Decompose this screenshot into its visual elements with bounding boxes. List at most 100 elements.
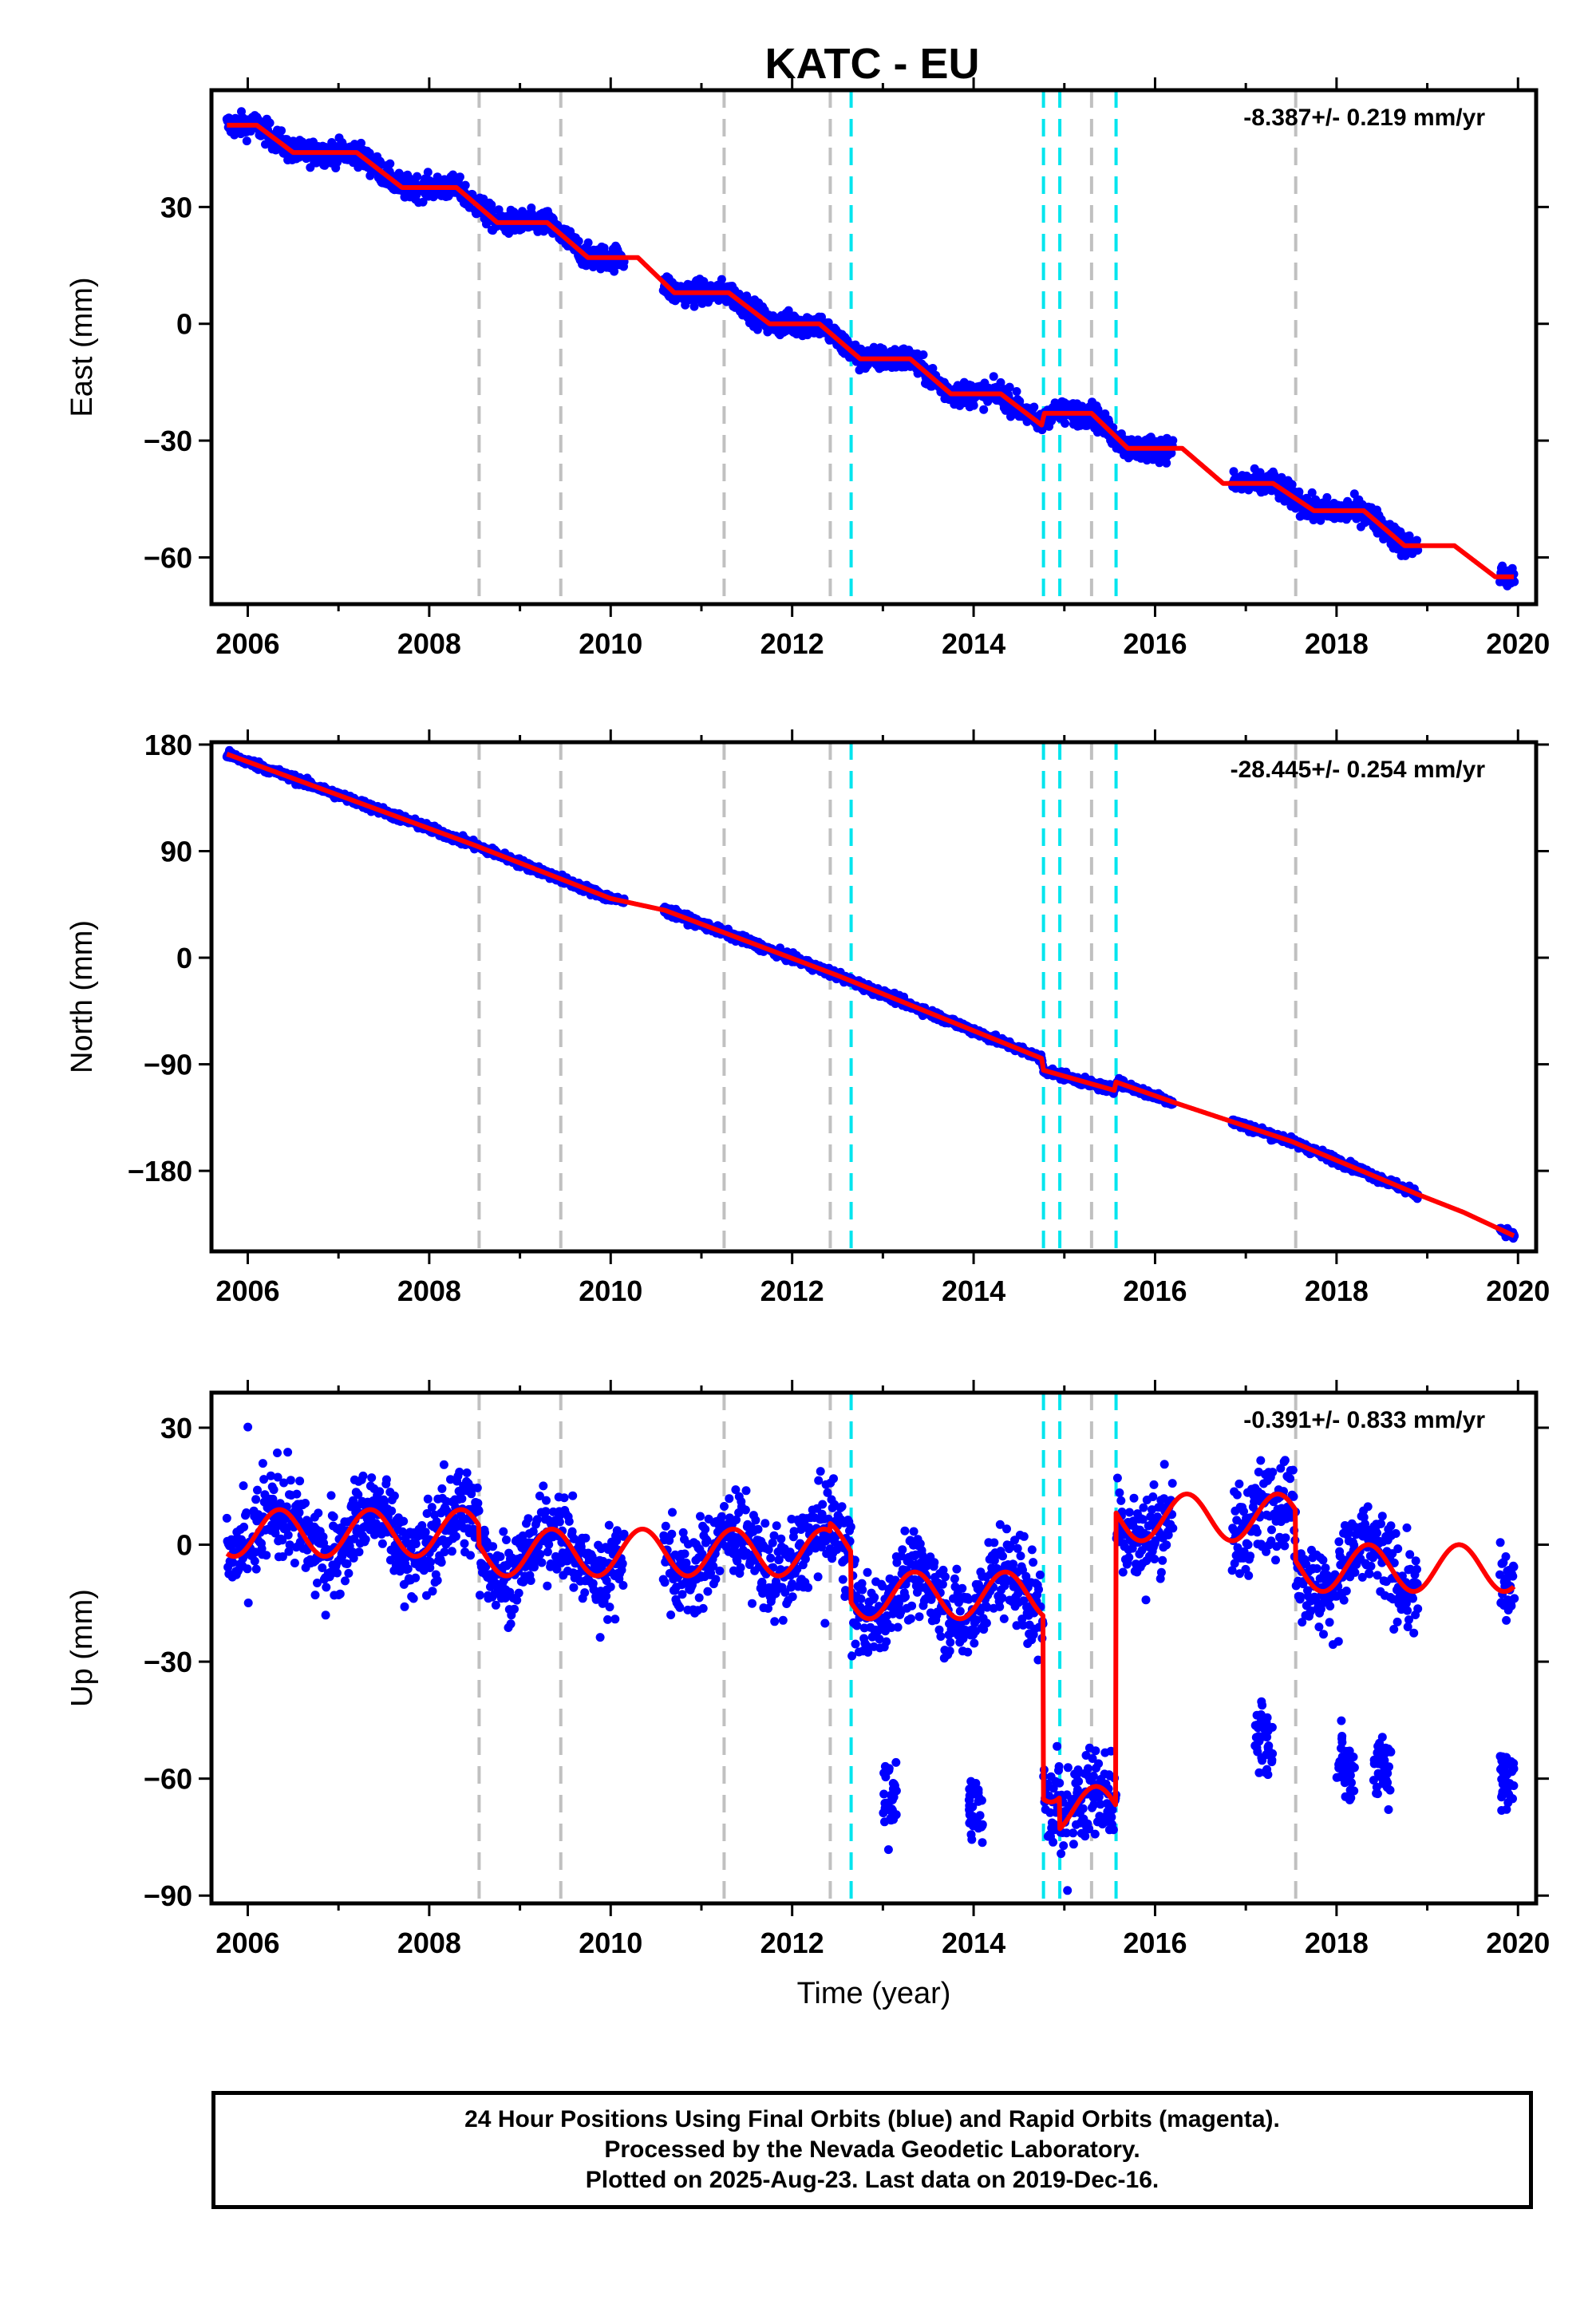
data-point bbox=[1168, 436, 1178, 445]
east-panel: 2006 2008 2010 2012 2014 2016 2018 2020−60−3003… bbox=[65, 77, 1550, 660]
x-tick-label: 2006 bbox=[215, 1275, 279, 1307]
data-point bbox=[258, 1459, 267, 1468]
data-point bbox=[335, 1589, 345, 1599]
data-point bbox=[1162, 458, 1171, 468]
north-velocity-label: -28.445+/- 0.254 mm/yr bbox=[1231, 757, 1486, 783]
data-point bbox=[440, 1547, 449, 1557]
y-tick-label: −180 bbox=[128, 1155, 192, 1188]
data-point bbox=[253, 1485, 262, 1495]
x-tick-label: 2010 bbox=[579, 627, 642, 660]
y-tick-label: 90 bbox=[160, 836, 192, 868]
data-point bbox=[277, 126, 286, 136]
y-tick-label: 180 bbox=[144, 729, 192, 761]
data-point bbox=[290, 1559, 299, 1567]
data-point bbox=[269, 1485, 279, 1495]
data-point bbox=[262, 1551, 271, 1560]
x-tick-label: 2014 bbox=[942, 1275, 1005, 1307]
north-panel: 2006 2008 2010 2012 2014 2016 2018 2020−180−900… bbox=[65, 729, 1550, 1307]
x-tick-label: 2020 bbox=[1486, 627, 1550, 660]
x-tick-label: 2010 bbox=[579, 1275, 642, 1307]
data-point bbox=[1029, 402, 1039, 412]
y-tick-label: −60 bbox=[144, 541, 192, 574]
data-point bbox=[283, 1448, 293, 1457]
data-point bbox=[326, 1491, 336, 1500]
data-point bbox=[273, 1448, 282, 1457]
up-observations bbox=[222, 1422, 1519, 1895]
data-point bbox=[387, 1506, 397, 1516]
x-tick-label: 2018 bbox=[1305, 627, 1369, 660]
data-point bbox=[460, 180, 470, 190]
x-tick-label: 2020 bbox=[1486, 1275, 1550, 1307]
data-point bbox=[242, 1508, 251, 1517]
x-tick-label: 2008 bbox=[397, 1275, 461, 1307]
data-point bbox=[1322, 492, 1332, 502]
data-point bbox=[295, 1476, 305, 1486]
data-point bbox=[250, 1556, 259, 1566]
data-point bbox=[322, 1583, 331, 1592]
data-point bbox=[333, 1568, 342, 1578]
data-point bbox=[385, 159, 395, 168]
data-point bbox=[1061, 419, 1070, 428]
y-tick-label: −90 bbox=[144, 1049, 192, 1081]
east-observations bbox=[222, 107, 1519, 591]
east-event-markers bbox=[477, 90, 1298, 604]
data-point bbox=[321, 1611, 330, 1620]
data-point bbox=[239, 1522, 249, 1531]
data-point bbox=[437, 1484, 447, 1493]
north-observations bbox=[222, 745, 1519, 1243]
data-point bbox=[329, 1512, 338, 1522]
data-point bbox=[423, 1494, 433, 1504]
y-tick-label: −30 bbox=[144, 425, 192, 457]
data-point bbox=[457, 1494, 467, 1504]
data-point bbox=[265, 118, 275, 128]
data-point bbox=[969, 401, 978, 410]
data-point bbox=[918, 350, 928, 359]
data-point bbox=[494, 205, 504, 215]
data-point bbox=[294, 1508, 304, 1517]
data-point bbox=[243, 1599, 253, 1607]
figure-title: KATC - EU bbox=[765, 40, 980, 88]
data-point bbox=[242, 136, 251, 146]
data-point bbox=[283, 1531, 293, 1539]
data-point bbox=[413, 172, 422, 181]
data-point bbox=[437, 1558, 446, 1567]
x-tick-label: 2018 bbox=[1305, 1275, 1369, 1307]
data-point bbox=[243, 1422, 253, 1432]
data-point bbox=[460, 1539, 469, 1548]
data-point bbox=[341, 1576, 350, 1586]
data-point bbox=[574, 236, 583, 246]
data-point bbox=[314, 1508, 323, 1518]
data-point bbox=[292, 1489, 302, 1499]
data-point bbox=[455, 172, 464, 182]
x-tick-label: 2012 bbox=[760, 1275, 824, 1307]
data-point bbox=[365, 148, 374, 158]
data-point bbox=[286, 1476, 295, 1485]
data-point bbox=[358, 1471, 368, 1480]
data-point bbox=[381, 1475, 391, 1484]
up-panel: 2006 2008 2010 2012 2014 2016 2018 2020−90−60−3… bbox=[65, 1380, 1550, 2010]
east-velocity-label: -8.387+/- 0.219 mm/yr bbox=[1243, 105, 1485, 131]
data-point bbox=[344, 1568, 354, 1578]
y-tick-label: 30 bbox=[160, 191, 192, 223]
data-point bbox=[447, 1547, 456, 1556]
x-tick-label: 2012 bbox=[760, 627, 824, 660]
data-point bbox=[1012, 387, 1021, 396]
data-point bbox=[423, 168, 433, 177]
data-point bbox=[411, 1539, 421, 1548]
data-point bbox=[251, 1495, 261, 1504]
data-point bbox=[462, 1468, 472, 1477]
north-y-axis-label: North (mm) bbox=[65, 920, 99, 1073]
data-point bbox=[428, 1587, 437, 1596]
x-tick-label: 2006 bbox=[215, 627, 279, 660]
data-point bbox=[310, 1591, 320, 1600]
data-point bbox=[717, 275, 726, 284]
data-point bbox=[979, 405, 989, 414]
panels: 2006 2008 2010 2012 2014 2016 2018 2020−60−3003… bbox=[65, 77, 1550, 2010]
data-point bbox=[583, 238, 593, 247]
east-y-axis-label: East (mm) bbox=[65, 277, 99, 417]
data-point bbox=[367, 1473, 377, 1483]
data-point bbox=[399, 1516, 409, 1526]
data-point bbox=[243, 1564, 252, 1574]
data-point bbox=[222, 1513, 231, 1523]
data-point bbox=[400, 1602, 409, 1611]
